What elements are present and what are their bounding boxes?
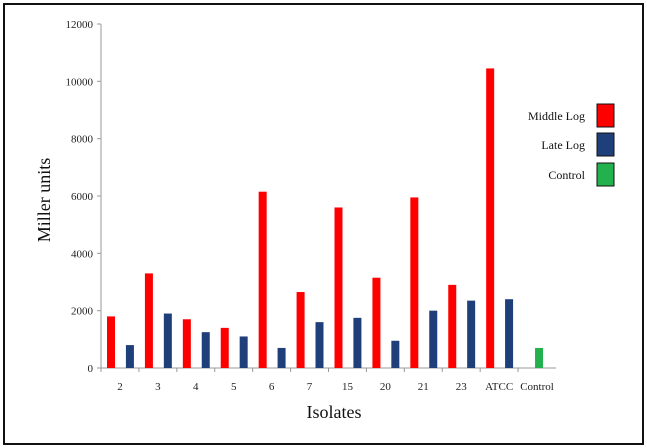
x-ticks: 2 3 4 5 6 7 15 20 21 23 ATCC Control [100, 368, 554, 393]
bar-late-log [277, 347, 286, 368]
x-axis-title: Isolates [307, 402, 362, 422]
y-tick-label: 8000 [71, 134, 94, 146]
legend-label: Middle Log [528, 109, 585, 123]
bar-late-log [315, 322, 324, 368]
bar-middle-log [258, 191, 267, 368]
bar-late-log [467, 300, 476, 368]
bar-middle-log [372, 277, 381, 368]
legend-swatch [596, 103, 615, 128]
y-tick-label: 2000 [71, 306, 94, 318]
y-tick-label: 6000 [71, 191, 94, 203]
bar-middle-log [296, 292, 305, 368]
bar-late-log [505, 299, 514, 368]
bar-late-log [353, 317, 362, 368]
bar-middle-log [486, 68, 495, 368]
bar-middle-log [448, 284, 457, 368]
legend: Middle Log Late Log Control [528, 103, 615, 187]
bar-late-log [201, 332, 210, 368]
bar-middle-log [107, 316, 115, 368]
bar-middle-log [144, 273, 153, 368]
legend-label: Control [548, 168, 585, 182]
x-tick-label: 21 [418, 381, 429, 393]
x-tick-label: 3 [155, 381, 161, 393]
x-tick-label: 5 [231, 381, 237, 393]
bar-middle-log [410, 197, 419, 368]
x-tick-label: 23 [456, 381, 468, 393]
x-tick-label: ATCC [485, 381, 513, 393]
y-ticks: 0 2000 4000 6000 8000 10000 12000 [66, 19, 101, 375]
bar-late-log [125, 345, 134, 368]
x-tick-label: Control [520, 381, 554, 393]
y-axis-title: Miller units [34, 158, 54, 243]
bar-late-log [163, 313, 172, 368]
x-tick-label: 2 [117, 381, 123, 393]
x-tick-label: 15 [342, 381, 354, 393]
x-tick-label: 7 [307, 381, 313, 393]
x-tick-label: 4 [193, 381, 199, 393]
x-tick-label: 20 [380, 381, 392, 393]
y-tick-label: 12000 [66, 19, 94, 31]
bar-control [535, 347, 544, 368]
bar-late-log [429, 310, 438, 368]
chart-frame [3, 3, 644, 445]
y-tick-label: 10000 [66, 76, 94, 88]
x-tick-label: 6 [269, 381, 275, 393]
bar-middle-log [220, 327, 229, 368]
legend-swatch [596, 162, 615, 187]
y-tick-label: 0 [88, 363, 94, 375]
y-tick-label: 4000 [71, 248, 94, 260]
bars [107, 68, 544, 368]
legend-swatch [596, 132, 615, 157]
bar-late-log [391, 340, 400, 368]
bar-late-log [239, 336, 248, 368]
bar-middle-log [182, 319, 191, 368]
bar-middle-log [334, 207, 343, 368]
legend-label: Late Log [541, 138, 585, 152]
